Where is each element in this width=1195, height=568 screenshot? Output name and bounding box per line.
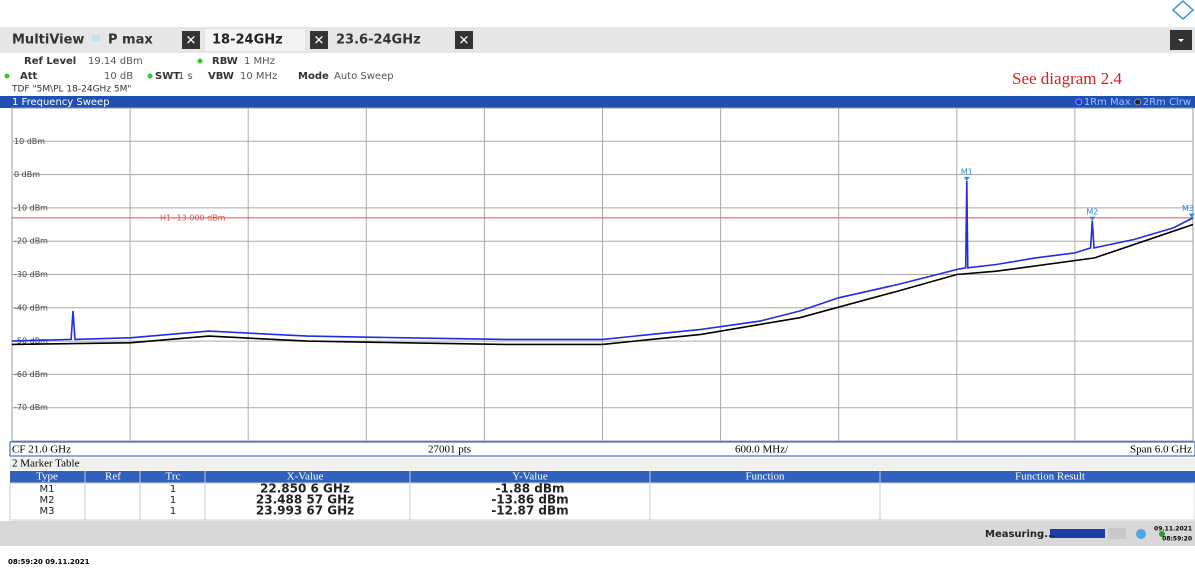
table-cell: M2 <box>40 495 55 506</box>
table-cell: 1 <box>170 495 176 506</box>
y-tick-label: -20 dBm <box>14 237 48 246</box>
table-cell: -1.88 dBm <box>495 482 564 496</box>
status-text: Measuring... <box>985 529 1056 540</box>
setting-label: Ref Level <box>24 56 76 67</box>
setting-dot <box>147 73 153 79</box>
close-buttons: ✕ ✕ ✕ <box>182 31 473 49</box>
setting-value: 10 dB <box>104 71 133 82</box>
table-cell: 23.993 67 GHz <box>256 504 354 518</box>
setting-label: Att <box>20 71 38 82</box>
close-button[interactable] <box>455 31 473 49</box>
table-body <box>9 482 1195 521</box>
trace <box>11 223 1194 346</box>
tab-label[interactable]: P max <box>108 33 153 48</box>
marker <box>963 176 970 181</box>
table-header <box>10 471 1195 483</box>
column-header: Function <box>745 471 785 483</box>
marker-label: M3 <box>1182 204 1194 213</box>
legend-swatch <box>1134 98 1141 106</box>
setting-label: VBW <box>208 71 234 82</box>
annotation: See diagram 2.4 <box>1012 69 1122 88</box>
table-cell: 22.850 6 GHz <box>260 482 350 496</box>
column-header: Trc <box>166 471 181 483</box>
tab-label[interactable]: 23.6-24GHz <box>336 33 421 48</box>
y-tick-label: -70 dBm <box>14 403 48 412</box>
status-bar <box>0 521 1195 546</box>
points: 27001 pts <box>428 444 471 456</box>
setting-value: Auto Sweep <box>334 71 394 82</box>
y-tick-label: 0 dBm <box>14 170 40 179</box>
column-header: X-Value <box>287 471 324 483</box>
setting-dot <box>4 73 10 79</box>
legend-swatch <box>1075 98 1083 106</box>
span: Span 6.0 GHz <box>1130 444 1192 456</box>
legend-label: 1Rm Max <box>1084 97 1131 108</box>
table-cell: 1 <box>170 484 176 495</box>
marker-label: M2 <box>1086 207 1098 216</box>
status-date: 09.11.2021 <box>1154 526 1192 533</box>
close-button[interactable] <box>182 31 200 49</box>
column-header: Type <box>36 471 58 483</box>
setting-label: Mode <box>298 71 329 82</box>
table-cell: 1 <box>170 506 176 517</box>
close-icon: ✕ <box>314 34 325 49</box>
table-cell: -12.87 dBm <box>491 504 568 518</box>
y-tick-label: -60 dBm <box>14 370 48 379</box>
tab-label[interactable]: 18-24GHz <box>212 33 283 48</box>
window-title-bar <box>0 96 1195 108</box>
tab-label[interactable]: MultiView <box>12 33 84 48</box>
setting-dot <box>197 58 203 64</box>
setting-label: RBW <box>212 56 238 67</box>
y-tick-label: -30 dBm <box>14 270 48 279</box>
setting-value: 1 s <box>178 71 193 82</box>
setting-value: 19.14 dBm <box>88 56 143 67</box>
column-header: Ref <box>105 471 121 483</box>
setting-value: 1 MHz <box>244 56 275 67</box>
column-header: Function Result <box>1015 471 1085 483</box>
y-tick-label: -10 dBm <box>14 203 48 212</box>
table-cell: M1 <box>40 484 55 495</box>
trace <box>11 180 1194 342</box>
tdf-label: TDF "5M\PL 18-24GHz 5M" <box>11 85 132 95</box>
table-cell: -13.86 dBm <box>491 493 568 507</box>
active-tab[interactable] <box>205 29 305 51</box>
plot-footer <box>9 441 1195 457</box>
table-title: 2 Marker Table <box>12 458 80 470</box>
dropdown-icon <box>1178 39 1184 42</box>
progress-bar <box>1050 528 1165 539</box>
setting-label: SWT <box>155 71 180 82</box>
setting-value: 10 MHz <box>240 71 277 82</box>
table-title-bar <box>10 458 1195 470</box>
close-icon: ✕ <box>186 34 197 49</box>
marker-label: M1 <box>961 167 973 176</box>
threshold-label: H1 -13.000 dBm <box>160 213 226 222</box>
tab-icon <box>92 35 100 41</box>
legend-label: 2Rm Clrw <box>1143 97 1191 108</box>
y-tick-label: 10 dBm <box>14 137 45 146</box>
table-cell: M3 <box>40 506 55 517</box>
center-frequency: CF 21.0 GHz <box>12 444 71 456</box>
status-time: 08:59:20 <box>1162 536 1192 543</box>
tab-bar <box>0 27 1195 53</box>
window-title: 1 Frequency Sweep <box>12 97 110 108</box>
column-header: Y-Value <box>512 471 548 483</box>
marker <box>1089 216 1096 221</box>
table-cell: 23.488 57 GHz <box>256 493 354 507</box>
close-icon: ✕ <box>459 34 470 49</box>
marker <box>1188 213 1195 218</box>
timestamp: 08:59:20 09.11.2021 <box>8 558 90 566</box>
logo <box>1171 0 1195 21</box>
close-button[interactable] <box>310 31 328 49</box>
y-tick-label: -40 dBm <box>14 303 48 312</box>
division: 600.0 MHz/ <box>735 444 789 456</box>
